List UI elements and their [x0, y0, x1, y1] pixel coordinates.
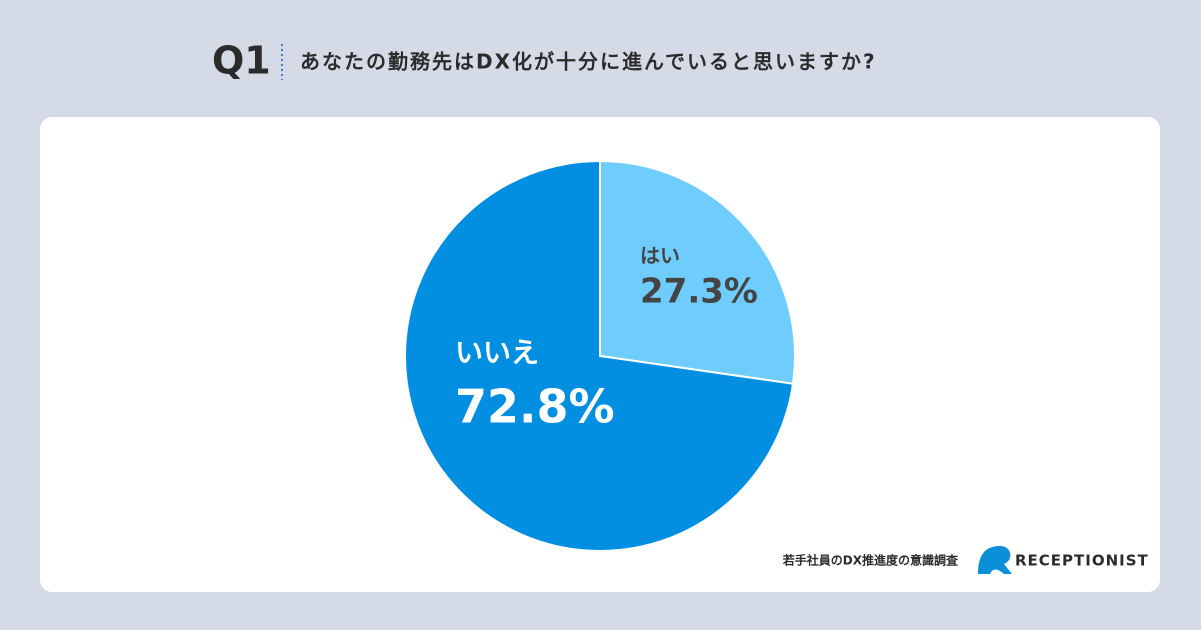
slice-label: いいえ	[455, 336, 539, 369]
question-number: Q1	[212, 39, 271, 83]
value-label: 72.8%	[455, 380, 615, 434]
pie-slice	[599, 159, 796, 385]
value-label: 27.3%	[640, 272, 758, 312]
pie: はい 27.3% いいえ 72.8%	[404, 159, 796, 552]
chart-title: あなたの勤務先はDX化が十分に進んでいると思いますか?	[300, 50, 877, 74]
brand-logo	[978, 546, 1012, 574]
source: 若手社員のDX推進度の意識調査	[782, 553, 959, 568]
brand-name: RECEPTIONIST	[1015, 552, 1149, 570]
slice-label: はい	[640, 244, 680, 268]
pie-slice	[404, 159, 795, 552]
